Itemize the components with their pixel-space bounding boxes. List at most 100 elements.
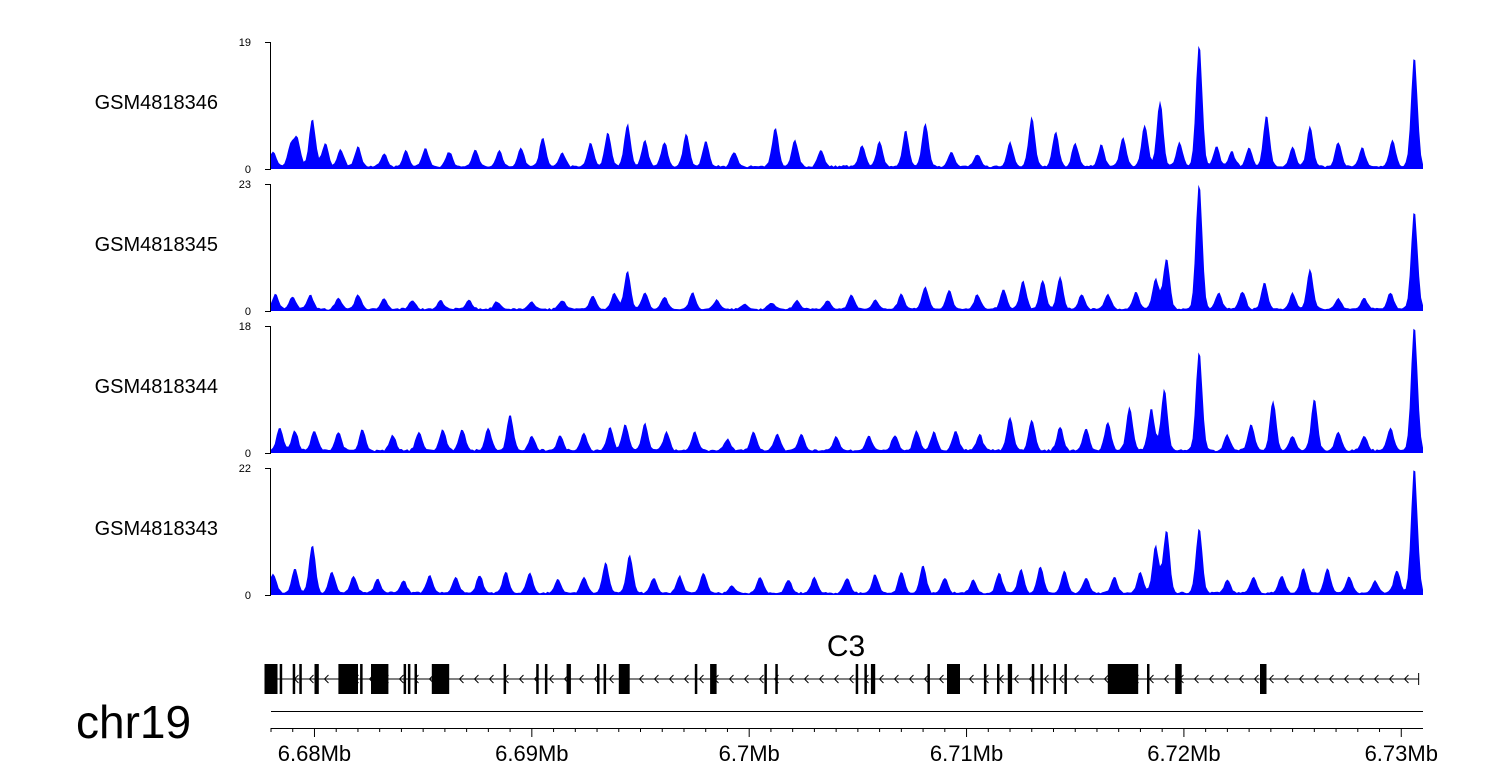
gene-exon — [710, 664, 717, 694]
gene-exon — [279, 664, 283, 694]
strand-arrow — [908, 674, 914, 684]
genomic-axis: chr19 6.68Mb 6.69Mb 6.7Mb 6.71Mb 6.72Mb 6.73M… — [76, 696, 1438, 766]
strand-arrow — [788, 674, 794, 684]
gene-exon — [338, 664, 358, 694]
signal-area — [271, 328, 1423, 453]
strand-arrow — [473, 674, 479, 684]
strand-arrow — [938, 674, 944, 684]
strand-arrow — [1388, 674, 1394, 684]
gene-exon — [1175, 664, 1182, 694]
strand-arrow — [878, 674, 884, 684]
gene-exon — [1053, 664, 1056, 694]
gene-exon — [1064, 664, 1067, 694]
y-min-label: 0 — [245, 448, 251, 460]
strand-arrow — [1223, 674, 1229, 684]
strand-arrow — [1403, 674, 1409, 684]
gene-exon — [764, 664, 767, 694]
strand-arrow — [1043, 674, 1049, 684]
track-name-label: GSM4818345 — [95, 234, 218, 256]
gene-exon — [536, 664, 539, 694]
strand-arrow — [578, 674, 584, 684]
gene-exon — [1040, 664, 1043, 694]
gene-exon — [597, 664, 600, 694]
gene-exon — [264, 664, 278, 694]
signal-tracks: 19 0 GSM4818346 23 0 GSM4818345 18 0 GSM4818344 2… — [95, 37, 1423, 602]
gene-exon — [360, 664, 363, 694]
gene-name-label: C3 — [827, 630, 865, 663]
strand-arrow — [848, 674, 854, 684]
gene-exon — [618, 664, 630, 694]
strand-arrow — [698, 674, 704, 684]
strand-arrow — [323, 674, 329, 684]
strand-arrow — [1073, 674, 1079, 684]
strand-arrow — [818, 674, 824, 684]
strand-arrow — [1328, 674, 1334, 684]
strand-arrow — [413, 674, 419, 684]
gene-exon — [1107, 664, 1139, 694]
strand-arrow — [1193, 674, 1199, 684]
y-min-label: 0 — [245, 590, 251, 602]
strand-arrow — [1088, 674, 1094, 684]
strand-arrow — [1013, 674, 1019, 684]
gene-annotation-track: C3 — [264, 630, 1420, 694]
gene-exon — [983, 664, 987, 694]
strand-arrow — [1343, 674, 1349, 684]
strand-arrow — [1283, 674, 1289, 684]
signal-area — [271, 470, 1423, 595]
track-GSM4818343: 22 0 GSM4818343 — [95, 463, 1423, 602]
x-tick-label: 6.69Mb — [495, 741, 568, 766]
gene-exon — [407, 664, 411, 694]
strand-arrow — [1208, 674, 1214, 684]
gene-exon — [1147, 664, 1150, 694]
y-max-label: 23 — [239, 179, 251, 191]
strand-arrow — [668, 674, 674, 684]
strand-arrow — [608, 674, 614, 684]
y-max-label: 18 — [239, 321, 251, 333]
x-tick-label: 6.68Mb — [278, 741, 351, 766]
gene-exon — [870, 664, 876, 694]
strand-arrow — [758, 674, 764, 684]
gene-exon — [403, 664, 407, 694]
signal-area — [271, 184, 1423, 311]
signal-area — [271, 45, 1423, 169]
strand-arrow — [488, 674, 494, 684]
strand-arrow — [728, 674, 734, 684]
strand-arrow — [1058, 674, 1064, 684]
strand-arrow — [1163, 674, 1169, 684]
strand-arrow — [398, 674, 404, 684]
y-min-label: 0 — [245, 306, 251, 318]
track-name-label: GSM4818343 — [95, 518, 218, 540]
gene-exon — [544, 664, 548, 694]
gene-exon — [292, 664, 296, 694]
gene-exon — [299, 664, 302, 694]
gene-exon — [997, 664, 1000, 694]
gene-exon — [864, 664, 867, 694]
x-tick-label: 6.7Mb — [719, 741, 780, 766]
gene-exon — [414, 664, 417, 694]
track-GSM4818345: 23 0 GSM4818345 — [95, 179, 1423, 318]
strand-arrow — [308, 674, 314, 684]
strand-arrow — [743, 674, 749, 684]
y-max-label: 19 — [239, 37, 251, 49]
gene-exon — [947, 664, 960, 694]
gene-exon — [1260, 664, 1267, 694]
x-tick-label: 6.73Mb — [1365, 741, 1438, 766]
y-max-label: 22 — [239, 463, 251, 475]
x-tick-label: 6.72Mb — [1147, 741, 1220, 766]
strand-arrow — [1103, 674, 1109, 684]
track-GSM4818344: 18 0 GSM4818344 — [95, 321, 1423, 460]
gene-exon — [927, 664, 930, 694]
strand-arrow — [923, 674, 929, 684]
strand-arrow — [833, 674, 839, 684]
strand-arrow — [638, 674, 644, 684]
strand-arrow — [968, 674, 974, 684]
strand-arrow — [1298, 674, 1304, 684]
track-name-label: GSM4818344 — [95, 376, 218, 398]
gene-exon — [503, 664, 507, 694]
gene-exon — [431, 664, 450, 694]
gene-exon — [1031, 664, 1035, 694]
gene-exon — [371, 664, 389, 694]
gene-exon — [694, 664, 698, 694]
strand-arrow — [548, 674, 554, 684]
